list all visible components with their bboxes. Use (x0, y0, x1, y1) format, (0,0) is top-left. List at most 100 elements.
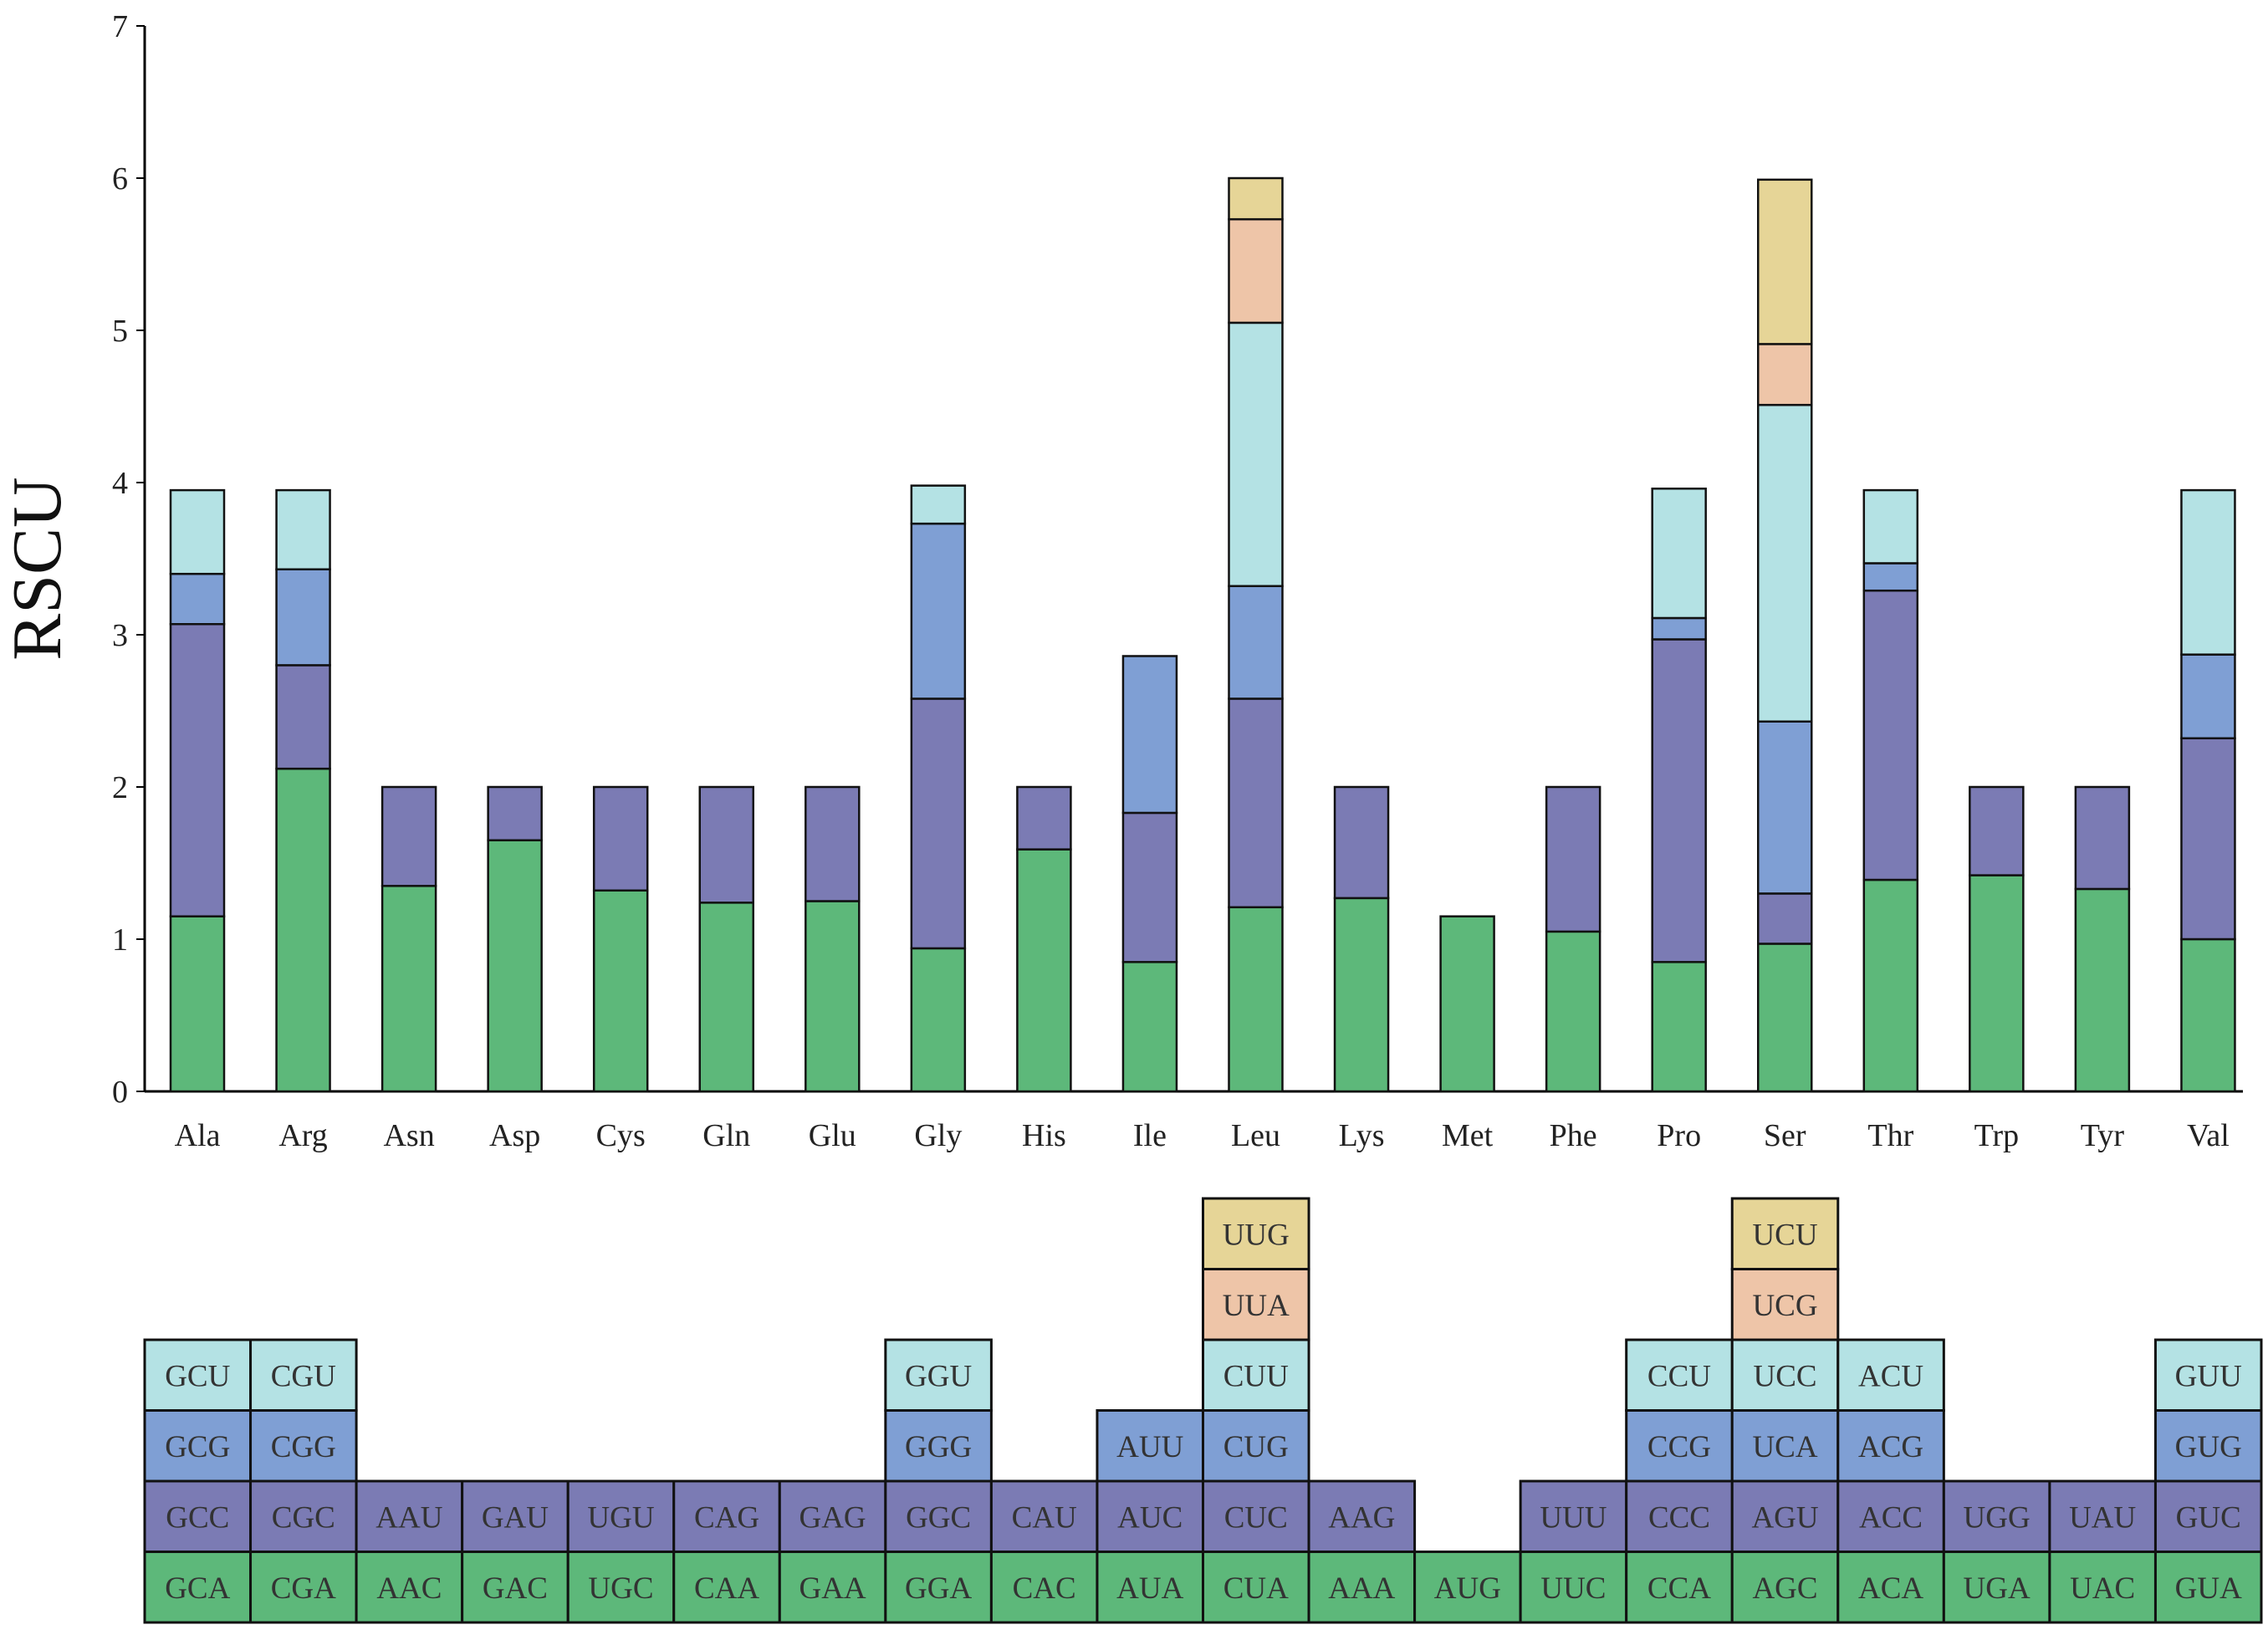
bar-segment-ACG (1862, 562, 1919, 592)
codon-cell-GUA (2153, 1551, 2263, 1624)
bar-segment-ACU (1862, 488, 1919, 565)
bar-segment-ACA (1862, 878, 1919, 1093)
bar-segment-AUA (1121, 961, 1178, 1093)
codon-cell-ACA (1836, 1551, 1945, 1624)
codon-cell-UCG (1730, 1268, 1840, 1341)
bar-segment-UCA (1757, 720, 1813, 895)
codon-label-UAC: UAC (2070, 1571, 2135, 1606)
codon-label-CUG: CUG (1223, 1430, 1289, 1464)
codon-label-ACG: ACG (1858, 1430, 1923, 1464)
bar-segment-GGC (910, 697, 967, 950)
codon-label-GCU: GCU (165, 1359, 230, 1393)
codon-cell-AAG (1307, 1479, 1417, 1553)
codon-cell-CUU (1202, 1338, 1310, 1412)
codon-cell-CGG (249, 1409, 358, 1483)
codon-cell-AAA (1307, 1551, 1417, 1624)
x-tick-label-Arg: Arg (278, 1118, 327, 1153)
bar-segment-CGG (275, 568, 331, 667)
x-tick-label-Met: Met (1442, 1118, 1494, 1153)
codon-label-UUA: UUA (1223, 1289, 1290, 1323)
codon-label-CAC: CAC (1013, 1571, 1076, 1606)
codon-cell-UUG (1202, 1197, 1310, 1270)
bar-segment-CUG (1228, 585, 1284, 700)
bar-segment-CGC (275, 664, 331, 770)
bar-segment-GUU (2180, 488, 2236, 656)
x-tick-label-Val: Val (2187, 1118, 2230, 1153)
bar-segment-AAG (1333, 785, 1390, 900)
bar-segment-CUU (1228, 321, 1284, 588)
bar-segment-CGA (275, 767, 331, 1093)
bar-segment-UCU (1757, 178, 1813, 345)
y-tick-label: 6 (112, 161, 128, 197)
codon-label-UUG: UUG (1223, 1218, 1290, 1252)
codon-cell-GCU (143, 1338, 253, 1412)
codon-label-AUG: AUG (1434, 1571, 1501, 1606)
codon-cell-CAG (672, 1479, 781, 1553)
codon-label-GGC: GGC (906, 1500, 971, 1535)
bar-segment-GCC (169, 623, 226, 917)
bar-segment-AUU (1121, 655, 1178, 815)
x-tick-label-Leu: Leu (1231, 1118, 1280, 1153)
codon-label-UCC: UCC (1753, 1359, 1816, 1393)
codon-label-GGA: GGA (905, 1571, 972, 1606)
codon-legend-grid: GCA GCC GCG GCU CGA CGC CGG CGU AAC AAU GAC GAU UGC U… (143, 1197, 2263, 1624)
codon-label-AUU: AUU (1116, 1430, 1183, 1464)
codon-cell-UUA (1202, 1268, 1310, 1341)
codon-label-GUG: GUG (2175, 1430, 2242, 1464)
codon-cell-GAC (461, 1551, 570, 1624)
bar-segment-AGC (1757, 943, 1813, 1093)
codon-label-UAU: UAU (2069, 1500, 2136, 1535)
y-tick-label: 2 (112, 770, 128, 805)
codon-label-CCG: CCG (1647, 1430, 1711, 1464)
bar-segment-ACC (1862, 589, 1919, 881)
codon-label-AAG: AAG (1328, 1500, 1395, 1535)
bar-segment-AAC (381, 885, 437, 1093)
bar-segment-CAG (698, 785, 754, 904)
bar-segment-UGU (592, 785, 649, 892)
bar-segment-CCU (1651, 488, 1707, 620)
codon-label-ACC: ACC (1859, 1500, 1923, 1535)
codon-cell-UCC (1730, 1338, 1840, 1412)
codon-cell-GUG (2153, 1409, 2263, 1483)
codon-label-GAG: GAG (799, 1500, 866, 1535)
codon-label-AAU: AAU (375, 1500, 442, 1535)
bar-segment-GGG (910, 522, 967, 700)
codon-cell-CGU (249, 1338, 358, 1412)
codon-cell-AAC (355, 1551, 464, 1624)
codon-label-GCG: GCG (165, 1430, 230, 1464)
bar-segment-UGA (1969, 874, 2025, 1093)
y-tick-label: 7 (112, 9, 128, 44)
x-tick-label-Phe: Phe (1550, 1118, 1597, 1153)
codon-cell-CCA (1625, 1551, 1734, 1624)
codon-label-CCU: CCU (1647, 1359, 1711, 1393)
bar-segment-AGU (1757, 892, 1813, 945)
codon-label-UGC: UGC (588, 1571, 653, 1606)
codon-label-GAC: GAC (483, 1571, 548, 1606)
x-tick-label-His: His (1022, 1118, 1066, 1153)
codon-cell-UCU (1730, 1197, 1840, 1270)
codon-cell-CUC (1202, 1479, 1310, 1553)
codon-label-CAU: CAU (1012, 1500, 1077, 1535)
codon-cell-UGC (566, 1551, 676, 1624)
x-tick-label-Lys: Lys (1339, 1118, 1385, 1153)
bar-segment-GAG (805, 785, 861, 902)
bar-segment-AUG (1439, 915, 1495, 1093)
bar-segment-UAU (2074, 785, 2131, 891)
bar-segment-AUC (1121, 811, 1178, 963)
codon-label-CUC: CUC (1224, 1500, 1288, 1535)
chart-axes: 0 1 2 3 4 5 6 7 Ala Arg Asn Asp Cys Gln Glu Gly His Ile Le… (112, 9, 2243, 1153)
codon-label-GUU: GUU (2175, 1359, 2242, 1393)
codon-cell-CCG (1625, 1409, 1734, 1483)
bar-segment-GCU (169, 488, 226, 575)
bar-segment-AAU (381, 785, 437, 887)
codon-label-CAG: CAG (694, 1500, 759, 1535)
codon-label-AUA: AUA (1116, 1571, 1183, 1606)
codon-label-GAU: GAU (482, 1500, 549, 1535)
bar-segment-CCC (1651, 638, 1707, 963)
bar-segment-AAA (1333, 897, 1390, 1093)
codon-label-GCC: GCC (166, 1500, 229, 1535)
codon-label-CGG: CGG (271, 1430, 336, 1464)
codon-label-UGU: UGU (587, 1500, 654, 1535)
codon-label-AUC: AUC (1117, 1500, 1183, 1535)
x-tick-label-Ala: Ala (175, 1118, 221, 1153)
